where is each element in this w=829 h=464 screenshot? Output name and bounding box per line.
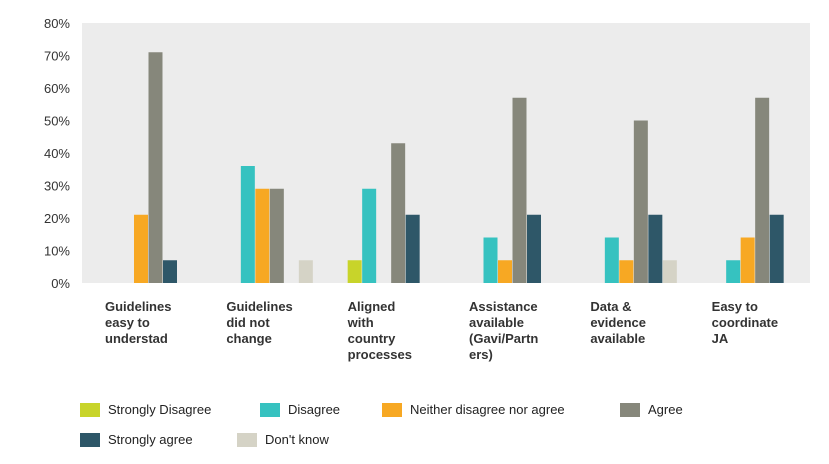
legend-label: Neither disagree nor agree <box>410 402 565 417</box>
y-tick-label: 10% <box>44 244 70 259</box>
bar <box>604 237 619 283</box>
legend-label: Strongly Disagree <box>108 402 212 417</box>
x-tick-label: Assistance available (Gavi/Partn ers) <box>469 299 539 362</box>
bar <box>633 120 648 283</box>
bar <box>726 260 741 283</box>
legend-swatch <box>260 402 280 417</box>
bar <box>512 97 527 283</box>
legend-swatch <box>237 432 257 447</box>
plot-area <box>82 23 810 283</box>
legend-label: Agree <box>648 402 683 417</box>
x-tick-label: Data & evidence available <box>590 299 646 346</box>
y-tick-label: 0% <box>51 276 70 291</box>
bar <box>163 260 177 283</box>
y-tick-label: 30% <box>44 179 70 194</box>
legend-item: Agree <box>620 402 683 417</box>
x-tick-label: Easy to coordinate JA <box>711 299 779 346</box>
bar <box>134 214 148 283</box>
legend-swatch <box>620 402 640 417</box>
x-tick-label: Guidelines did not change <box>226 299 293 346</box>
legend-item: Neither disagree nor agree <box>382 402 565 417</box>
legend-swatch <box>382 402 402 417</box>
x-tick-label: Aligned with country processes <box>347 299 412 362</box>
bar <box>648 214 663 283</box>
bar <box>347 260 362 283</box>
y-tick-label: 70% <box>44 49 70 64</box>
bar <box>755 97 770 283</box>
legend-swatch <box>80 432 100 447</box>
y-tick-label: 40% <box>44 146 70 161</box>
bar <box>498 260 512 283</box>
legend-label: Disagree <box>288 402 341 417</box>
bar <box>405 214 420 283</box>
bar <box>391 143 406 283</box>
x-tick-label: Guidelines easy to understad <box>105 299 172 346</box>
legend-item: Strongly agree <box>80 432 193 447</box>
legend-item: Disagree <box>260 402 340 417</box>
legend-label: Don't know <box>265 432 329 447</box>
bar <box>740 237 755 283</box>
legend-label: Strongly agree <box>108 432 193 447</box>
bar <box>483 237 498 283</box>
bar <box>527 214 541 283</box>
legend-swatch <box>80 402 100 417</box>
y-tick-label: 60% <box>44 81 70 96</box>
y-tick-label: 20% <box>44 211 70 226</box>
legend-item: Strongly Disagree <box>80 402 211 417</box>
bar <box>255 188 270 283</box>
bar <box>619 260 634 283</box>
bar <box>362 188 377 283</box>
bar <box>269 188 284 283</box>
bar <box>769 214 784 283</box>
bar <box>662 260 677 283</box>
y-tick-label: 80% <box>44 16 70 31</box>
bar <box>148 52 163 283</box>
y-tick-label: 50% <box>44 114 70 129</box>
legend-item: Don't know <box>237 432 329 447</box>
bar <box>298 260 313 283</box>
bar <box>240 166 255 283</box>
